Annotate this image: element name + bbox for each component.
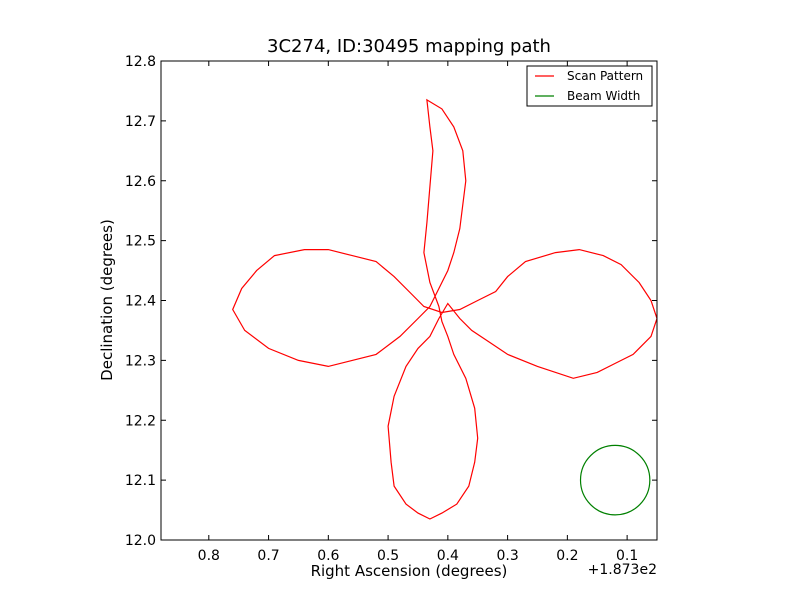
legend: Scan Pattern Beam Width <box>526 65 653 107</box>
series-layer <box>232 98 657 520</box>
y-tick-label: 12.5 <box>125 234 156 250</box>
tick-layer: 0.8 0.7 0.6 0.5 0.4 0.3 0.2 0.1 12.0 12.1 12.2 12.3… <box>125 54 657 564</box>
x-tick-label: 0.7 <box>257 548 279 564</box>
x-tick-label: 0.6 <box>317 548 339 564</box>
x-axis-label: Right Ascension (degrees) <box>311 562 508 580</box>
x-tick-label: 0.2 <box>556 548 578 564</box>
x-tick-label: 0.5 <box>377 548 399 564</box>
y-axis-label: Declination (degrees) <box>98 219 116 381</box>
x-tick-label: 0.3 <box>496 548 518 564</box>
legend-label-beam-width: Beam Width <box>567 89 640 103</box>
y-tick-label: 12.4 <box>125 294 156 310</box>
legend-label-scan-pattern: Scan Pattern <box>567 69 643 83</box>
legend-box <box>526 65 653 107</box>
x-axis-offset-label: +1.873e2 <box>588 562 657 578</box>
y-tick-label: 12.1 <box>125 473 156 489</box>
x-tick-label: 0.4 <box>437 548 459 564</box>
y-tick-label: 12.7 <box>125 114 156 130</box>
chart-title: 3C274, ID:30495 mapping path <box>267 36 551 57</box>
y-tick-label: 12.8 <box>125 54 156 70</box>
y-tick-label: 12.3 <box>125 353 156 369</box>
x-tick-label: 0.1 <box>616 548 638 564</box>
beam-width-circle <box>579 444 651 516</box>
series-line-scan-pattern <box>232 98 657 520</box>
x-tick-label: 0.8 <box>198 548 220 564</box>
y-tick-label: 12.2 <box>125 413 156 429</box>
y-tick-label: 12.6 <box>125 174 156 190</box>
y-tick-label: 12.0 <box>125 533 156 549</box>
